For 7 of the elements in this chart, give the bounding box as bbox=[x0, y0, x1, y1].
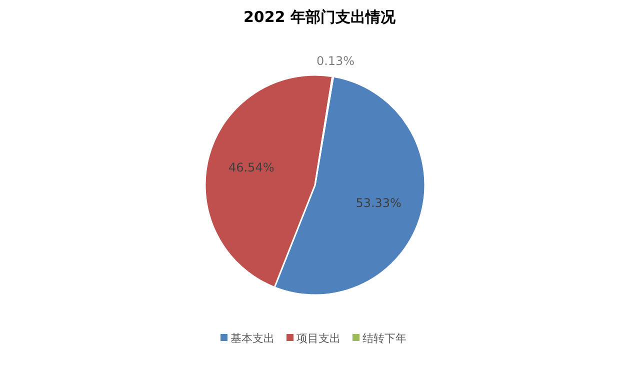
legend-label: 项目支出 bbox=[296, 332, 340, 345]
data-label: 0.13% bbox=[316, 54, 355, 68]
data-label: 46.54% bbox=[228, 160, 274, 175]
legend-label: 结转下年 bbox=[362, 332, 406, 345]
legend-label: 基本支出 bbox=[230, 332, 274, 345]
data-label: 53.33% bbox=[356, 196, 402, 210]
chart-title: 2022 年部门支出情况 bbox=[244, 8, 396, 26]
